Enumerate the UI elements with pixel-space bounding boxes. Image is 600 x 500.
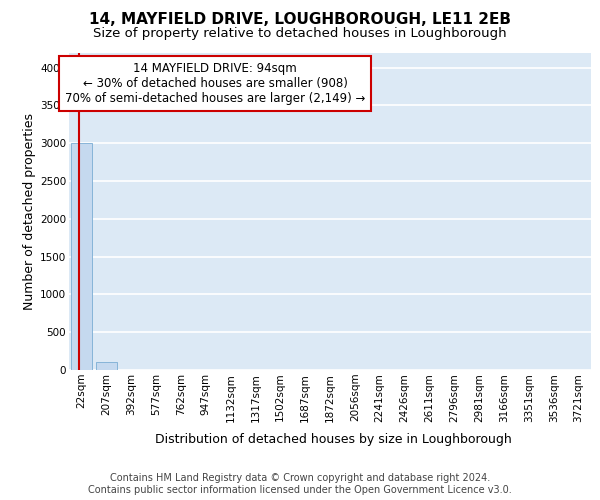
Bar — [96, 362, 117, 370]
Text: 14 MAYFIELD DRIVE: 94sqm
← 30% of detached houses are smaller (908)
70% of semi-: 14 MAYFIELD DRIVE: 94sqm ← 30% of detach… — [65, 62, 365, 105]
Text: Size of property relative to detached houses in Loughborough: Size of property relative to detached ho… — [93, 28, 507, 40]
Y-axis label: Number of detached properties: Number of detached properties — [23, 113, 36, 310]
Text: Distribution of detached houses by size in Loughborough: Distribution of detached houses by size … — [155, 432, 511, 446]
Text: 14, MAYFIELD DRIVE, LOUGHBOROUGH, LE11 2EB: 14, MAYFIELD DRIVE, LOUGHBOROUGH, LE11 2… — [89, 12, 511, 28]
Bar — [71, 143, 92, 370]
Text: Contains HM Land Registry data © Crown copyright and database right 2024.
Contai: Contains HM Land Registry data © Crown c… — [88, 474, 512, 495]
